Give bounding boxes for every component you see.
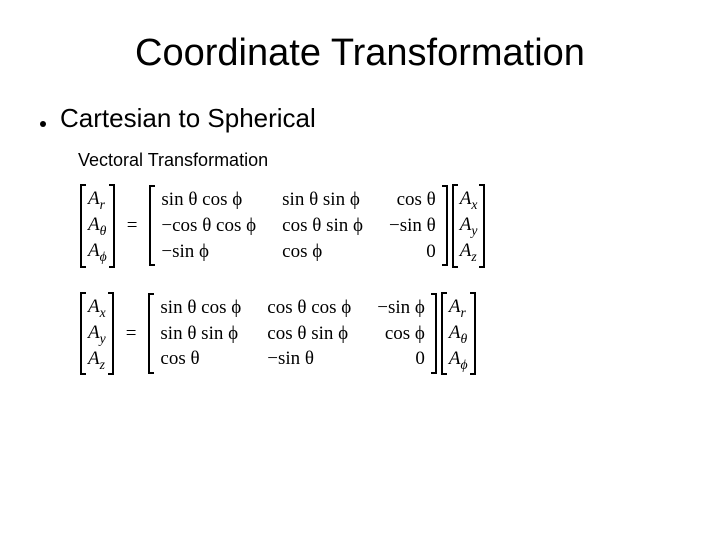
vec-comp: Az: [88, 347, 106, 373]
bullet-dot-icon: [40, 121, 46, 127]
matrix-cell: −sin ϕ: [161, 240, 256, 264]
matrix-cell: sin θ sin ϕ: [282, 188, 363, 212]
bullet-item: Cartesian to Spherical: [40, 103, 690, 134]
equation-cart-to-sph: Ar Aθ Aϕ = sin θ cos ϕ sin θ sin ϕ cos θ…: [80, 185, 690, 267]
equals-sign: =: [127, 215, 138, 237]
vec-comp: Ax: [88, 295, 106, 321]
sub-label: Vectoral Transformation: [78, 150, 690, 171]
vec-comp: Ax: [460, 187, 478, 213]
vec-comp: Aθ: [449, 321, 468, 347]
matrix-cell: cos θ: [389, 188, 436, 212]
matrix-cell: 0: [377, 347, 425, 371]
vec-comp: Ar: [88, 187, 107, 213]
matrix-cell: −sin ϕ: [377, 296, 425, 320]
eq2-lhs-vector: Ax Ay Az: [80, 293, 114, 375]
eq1-matrix: sin θ cos ϕ sin θ sin ϕ cos θ −cos θ cos…: [149, 186, 447, 265]
vec-comp: Aθ: [88, 213, 107, 239]
matrix-cell: cos ϕ: [377, 322, 425, 346]
matrix-cell: cos ϕ: [282, 240, 363, 264]
matrix-cell: sin θ cos ϕ: [161, 188, 256, 212]
matrix-cell: −sin θ: [267, 347, 351, 371]
matrix-cell: cos θ: [160, 347, 241, 371]
equals-sign: =: [126, 323, 137, 345]
slide-title: Coordinate Transformation: [30, 32, 690, 75]
vec-comp: Aϕ: [449, 347, 468, 373]
eq1-lhs-vector: Ar Aθ Aϕ: [80, 185, 115, 267]
eq1-rhs-vector: Ax Ay Az: [452, 185, 486, 267]
matrix-cell: −cos θ cos ϕ: [161, 214, 256, 238]
eq2-rhs-vector: Ar Aθ Aϕ: [441, 293, 476, 375]
equation-sph-to-cart: Ax Ay Az = sin θ cos ϕ cos θ cos ϕ −sin …: [80, 293, 690, 375]
bullet-text: Cartesian to Spherical: [60, 103, 316, 134]
matrix-cell: sin θ cos ϕ: [160, 296, 241, 320]
matrix-cell: cos θ sin ϕ: [282, 214, 363, 238]
vec-comp: Ay: [460, 213, 478, 239]
vec-comp: Ay: [88, 321, 106, 347]
vec-comp: Ar: [449, 295, 468, 321]
matrix-cell: −sin θ: [389, 214, 436, 238]
matrix-cell: cos θ cos ϕ: [267, 296, 351, 320]
eq2-matrix: sin θ cos ϕ cos θ cos ϕ −sin ϕ sin θ sin…: [148, 294, 437, 373]
matrix-cell: 0: [389, 240, 436, 264]
vec-comp: Aϕ: [88, 239, 107, 265]
matrix-cell: cos θ sin ϕ: [267, 322, 351, 346]
slide: Coordinate Transformation Cartesian to S…: [0, 0, 720, 540]
vec-comp: Az: [460, 239, 478, 265]
matrix-cell: sin θ sin ϕ: [160, 322, 241, 346]
